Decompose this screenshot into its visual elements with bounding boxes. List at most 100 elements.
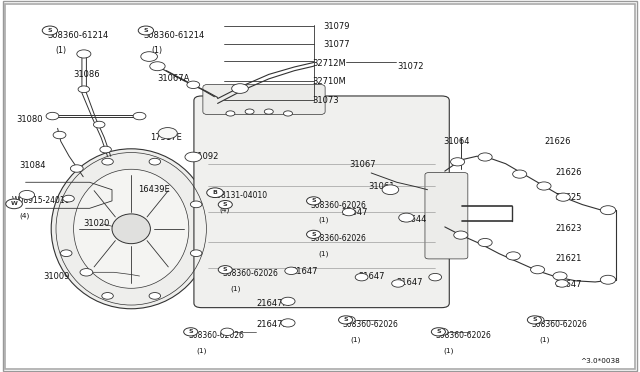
Text: 16439E: 16439E [138,185,170,194]
Text: S08360-61214: S08360-61214 [48,31,109,40]
Circle shape [531,266,545,274]
Circle shape [342,208,355,216]
Text: S: S [311,198,316,203]
Text: 21647: 21647 [556,280,582,289]
Text: 31080: 31080 [16,115,42,124]
Text: (1): (1) [196,347,207,354]
Text: S: S [311,232,316,237]
Text: 31086: 31086 [74,70,100,79]
Text: 31061: 31061 [368,182,394,191]
Circle shape [281,319,295,327]
Ellipse shape [51,149,211,309]
Text: 31064: 31064 [443,137,469,146]
Circle shape [93,121,105,128]
Circle shape [513,170,527,178]
Text: B: B [212,190,218,195]
Circle shape [70,165,83,172]
Circle shape [102,158,113,165]
Circle shape [284,111,292,116]
Text: 31067A: 31067A [157,74,189,83]
Text: 31020: 31020 [83,219,109,228]
FancyBboxPatch shape [425,173,468,259]
Text: (1): (1) [318,217,328,224]
Circle shape [454,231,468,239]
Circle shape [6,199,22,209]
Text: 31072: 31072 [397,62,423,71]
Text: S: S [143,28,148,33]
Circle shape [392,280,404,287]
Text: 21623: 21623 [556,224,582,233]
Circle shape [78,86,90,93]
Text: S08360-62026: S08360-62026 [223,269,278,278]
Text: S08360-62026: S08360-62026 [531,320,587,329]
Circle shape [149,292,161,299]
Text: (1): (1) [318,250,328,257]
Text: S: S [223,202,228,207]
Circle shape [307,230,321,238]
Circle shape [46,112,59,120]
Text: ^3.0*0038: ^3.0*0038 [580,358,620,364]
Circle shape [187,81,200,89]
Text: (1): (1) [350,336,360,343]
Circle shape [307,197,321,205]
Circle shape [435,328,448,336]
Text: S08360-62026: S08360-62026 [435,331,491,340]
Text: 31084: 31084 [19,161,45,170]
Text: W08915-24010: W08915-24010 [12,196,70,205]
Text: S: S [532,317,537,323]
Circle shape [600,206,616,215]
Circle shape [207,188,223,198]
Text: 21647: 21647 [291,267,317,276]
Text: S: S [188,329,193,334]
Text: 21626: 21626 [544,137,570,146]
Text: (4): (4) [19,212,29,219]
Circle shape [527,316,541,324]
Text: W: W [11,201,17,206]
Ellipse shape [74,169,189,288]
Circle shape [245,109,254,114]
Text: 17517E: 17517E [150,133,182,142]
Text: (1): (1) [443,347,453,354]
Text: S: S [436,329,441,334]
Text: 21647: 21647 [341,208,367,217]
Circle shape [218,201,232,209]
Text: 21647M: 21647M [256,320,290,329]
Circle shape [478,153,492,161]
Circle shape [600,275,616,284]
Text: (1): (1) [230,285,241,292]
Circle shape [382,185,399,195]
Text: S08360-62026: S08360-62026 [310,201,366,210]
Circle shape [221,328,234,336]
Circle shape [556,280,568,287]
Circle shape [429,273,442,281]
Circle shape [133,112,146,120]
Text: S08360-62026: S08360-62026 [310,234,366,243]
Circle shape [100,146,111,153]
Circle shape [80,269,93,276]
Text: (1): (1) [539,336,549,343]
Circle shape [232,84,248,93]
Text: B08131-04010: B08131-04010 [211,191,268,200]
Text: 21647: 21647 [397,278,423,287]
Ellipse shape [112,214,150,244]
Circle shape [77,50,91,58]
Circle shape [42,26,58,35]
Text: 21647M: 21647M [256,299,290,308]
Text: 31079: 31079 [323,22,349,31]
Circle shape [218,266,232,274]
Circle shape [63,195,74,202]
Circle shape [451,158,465,166]
Text: 31077: 31077 [323,40,350,49]
Circle shape [185,152,202,162]
Circle shape [184,328,198,336]
Circle shape [285,267,298,275]
Circle shape [102,292,113,299]
Circle shape [431,328,445,336]
Text: 32712M: 32712M [312,59,346,68]
Text: S: S [343,317,348,323]
Text: 31067: 31067 [349,160,376,169]
FancyBboxPatch shape [203,84,325,115]
Circle shape [226,111,235,116]
Text: (1): (1) [152,46,163,55]
Circle shape [531,316,544,324]
